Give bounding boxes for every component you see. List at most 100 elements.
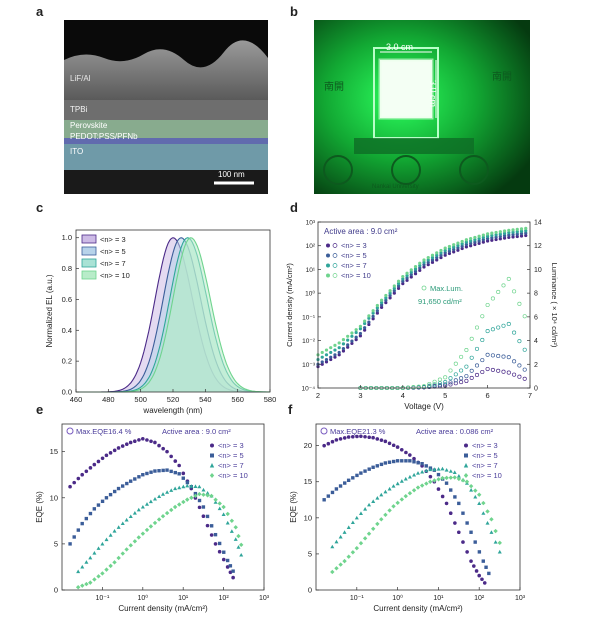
lv-point xyxy=(421,384,427,389)
lv-point xyxy=(384,385,389,391)
eqe-point xyxy=(239,542,244,548)
lv-point xyxy=(448,368,453,373)
lv-point xyxy=(432,379,437,384)
jv-point xyxy=(418,268,422,272)
eqe-point xyxy=(161,446,165,451)
jv-point xyxy=(443,253,447,257)
jv-point xyxy=(358,324,362,328)
lv-point xyxy=(490,367,495,372)
eqe-point xyxy=(419,483,425,488)
eqe-point xyxy=(84,469,89,474)
jv-point xyxy=(422,265,426,269)
jv-point xyxy=(473,240,477,244)
eqe-point xyxy=(334,487,339,491)
eqe-point xyxy=(416,460,420,465)
jv-point xyxy=(443,246,447,250)
jv-point xyxy=(435,255,439,260)
jv-point xyxy=(456,246,460,250)
jv-point xyxy=(350,331,354,335)
y-tick-label-f: 15 xyxy=(304,477,312,486)
eqe-point xyxy=(177,502,182,507)
lv-point xyxy=(358,385,363,391)
jv-point xyxy=(354,328,358,332)
jv-point xyxy=(409,273,413,277)
eqe-point xyxy=(76,528,81,532)
eqe-point xyxy=(169,469,173,474)
jv-point xyxy=(363,321,367,326)
jv-point xyxy=(380,301,384,305)
jv-point xyxy=(346,343,350,347)
eqe-point xyxy=(404,450,408,455)
jv-point xyxy=(524,231,528,235)
eqe-point xyxy=(128,514,133,519)
jv-point xyxy=(494,237,498,242)
jv-point xyxy=(380,305,384,309)
legend-mark-e xyxy=(209,463,215,468)
lv-point xyxy=(395,385,400,391)
jv-point xyxy=(346,334,350,338)
jv-point xyxy=(464,245,468,249)
jv-point xyxy=(498,234,502,239)
jv-point xyxy=(371,314,375,318)
eqe-point xyxy=(137,438,141,442)
lv-point xyxy=(459,354,464,359)
eqe-point xyxy=(92,577,97,582)
eqe-point xyxy=(145,438,149,442)
eqe-point xyxy=(383,439,388,444)
eqe-point xyxy=(189,495,194,500)
lv-point xyxy=(368,385,374,391)
lv-point xyxy=(384,385,389,391)
eqe-point xyxy=(457,501,461,506)
eqe-point xyxy=(92,551,97,555)
eqe-point xyxy=(371,465,375,470)
jv-point xyxy=(422,260,426,264)
x-axis-label-f: Current density (mA/cm²) xyxy=(373,604,463,613)
jv-point xyxy=(460,246,464,251)
lv-point xyxy=(379,385,384,391)
x-tick-label-f: 10¹ xyxy=(433,595,444,602)
max-label-e: Max.EQE16.4 % xyxy=(76,427,132,436)
lv-point xyxy=(406,385,411,390)
eqe-point xyxy=(407,491,413,496)
legend-mark-e xyxy=(209,473,215,478)
jv-point xyxy=(329,350,333,355)
eqe-point xyxy=(330,544,335,549)
eqe-point xyxy=(465,521,469,525)
eqe-point xyxy=(92,507,97,511)
eqe-point xyxy=(375,464,379,468)
eqe-point xyxy=(84,560,89,564)
jv-point xyxy=(320,355,324,359)
jv-point xyxy=(524,226,528,231)
eqe-point xyxy=(453,495,457,499)
lv-point xyxy=(501,369,506,374)
y-tick-label-c: 0.8 xyxy=(62,264,72,273)
eqe-point xyxy=(363,506,368,511)
y2-tick-label-d: 14 xyxy=(534,220,542,227)
lv-point xyxy=(363,385,368,391)
lv-point xyxy=(448,376,453,381)
jv-point xyxy=(350,339,354,343)
y-tick-label-e: 5 xyxy=(54,539,58,548)
jv-point xyxy=(341,338,346,342)
eqe-point xyxy=(485,521,490,525)
jv-point xyxy=(469,239,473,243)
eqe-point xyxy=(181,471,186,476)
eqe-point xyxy=(452,470,457,474)
eqe-point xyxy=(493,540,498,544)
eqe-point xyxy=(120,484,125,488)
x-tick-label-d: 4 xyxy=(401,391,405,400)
lv-point xyxy=(400,385,405,391)
jv-point xyxy=(367,314,371,318)
eqe-point xyxy=(152,520,158,526)
eqe-point xyxy=(132,511,137,515)
eqe-point xyxy=(363,434,367,439)
eqe-point xyxy=(493,528,498,534)
lv-point xyxy=(437,384,442,389)
eqe-point xyxy=(387,486,392,491)
jv-point xyxy=(316,362,320,366)
eqe-point xyxy=(484,565,488,569)
eqe-point xyxy=(164,510,170,516)
jv-point xyxy=(439,253,443,257)
eqe-point xyxy=(412,460,416,464)
y2-tick-label-d: 8 xyxy=(534,291,538,298)
